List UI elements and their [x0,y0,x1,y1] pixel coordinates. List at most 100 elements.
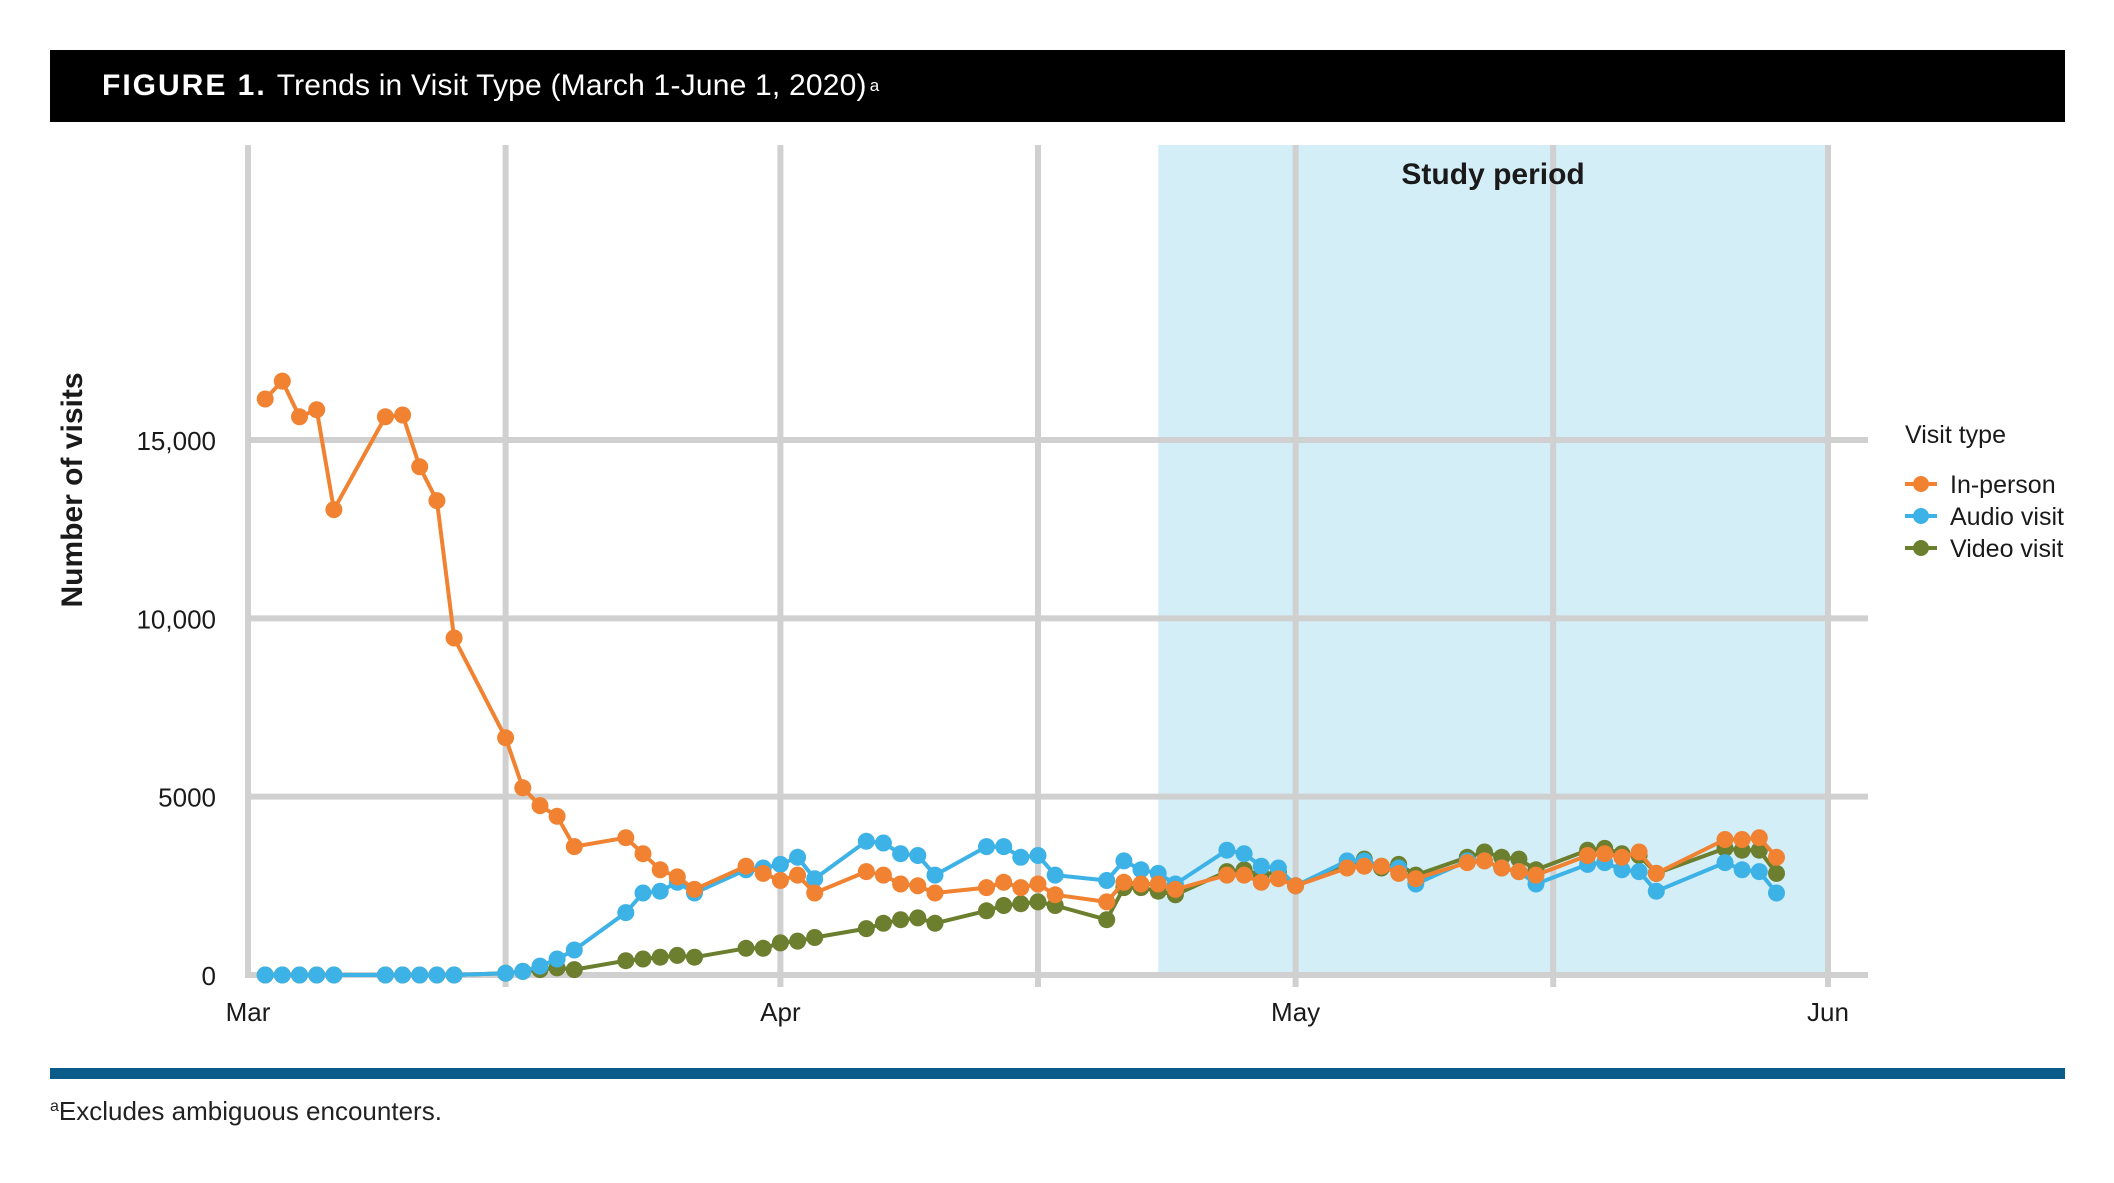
legend-marker [1913,540,1929,556]
data-point [1269,870,1287,888]
data-point [995,897,1013,914]
data-point [806,929,824,946]
legend: Visit type In-person Audio visit Video vis… [1905,421,2064,563]
data-point [686,880,703,898]
data-point [1733,861,1751,879]
data-point [325,501,343,519]
data-point [1458,854,1476,872]
data-point [428,966,446,984]
figure-title-superscript: a [869,76,880,95]
data-point [909,847,927,864]
legend-label: Audio visit [1950,503,2064,531]
legend-item: Video visit [1905,535,2064,563]
data-point [857,832,875,850]
data-point [1647,864,1665,882]
data-point [445,629,463,647]
data-point [1390,864,1408,882]
data-point [892,911,910,929]
data-point [1235,845,1253,863]
data-point [617,904,635,922]
data-point [565,961,583,979]
data-point [617,952,635,970]
data-point [1029,875,1047,893]
data-point [651,882,669,900]
data-point [634,845,652,863]
data-point [1287,877,1305,895]
data-point [531,957,549,975]
data-point [1132,875,1150,893]
data-point [1630,863,1648,881]
data-point [909,909,927,927]
data-point [978,838,995,856]
data-point [1579,847,1597,864]
data-point [531,797,549,815]
data-point [668,946,686,964]
x-tick-label: Mar [226,997,271,1027]
legend-item: Audio visit [1905,503,2064,531]
data-point [1149,875,1167,893]
data-point [1012,848,1030,866]
data-point [909,877,927,895]
axis-labels: 0 5000 10,000 15,000 Mar Apr May Jun [136,426,1848,1027]
series-layer [256,372,1785,984]
data-point [1115,873,1133,891]
data-point [874,834,892,852]
footnote: aExcludes ambiguous encounters. [50,1096,442,1127]
data-point [256,390,274,408]
data-point [445,966,463,984]
data-point [1510,863,1528,881]
legend-label: Video visit [1950,535,2064,563]
data-point [806,870,824,888]
data-point [428,492,446,510]
data-point [995,873,1013,891]
legend-marker [1913,508,1929,524]
data-point [634,950,652,968]
data-point [789,848,807,866]
legend-item: In-person [1905,471,2056,499]
data-point [1098,911,1116,929]
data-point [754,939,772,957]
data-point [1733,831,1751,848]
data-point [1373,857,1390,875]
data-point [1510,850,1528,868]
data-point [1012,879,1030,897]
data-point [789,866,807,884]
data-point [394,966,412,984]
data-point [1476,852,1493,870]
data-point [1596,845,1614,863]
y-tick-label: 0 [202,961,216,991]
data-point [256,966,274,984]
data-point [771,855,789,873]
data-point [1613,861,1631,879]
data-point [1338,859,1356,877]
data-point [1115,852,1133,870]
data-point [1630,843,1648,861]
data-point [514,779,532,797]
data-point [394,406,412,424]
data-point [857,920,875,938]
data-point [1527,866,1545,884]
data-point [789,932,807,950]
data-point [273,372,291,390]
data-point [806,884,824,902]
data-point [651,948,669,966]
data-point [995,838,1013,856]
data-point [565,838,583,856]
data-point [1098,893,1116,911]
figure-title-bar: FIGURE 1. Trends in Visit Type (March 1-… [50,50,2065,122]
figure-title: Trends in Visit Type (March 1-June 1, 20… [276,69,867,102]
data-point [874,866,892,884]
data-point [668,868,686,886]
data-point [1166,880,1184,898]
data-point [1029,847,1047,864]
bottom-rule [50,1068,2065,1079]
data-point [1029,893,1047,911]
data-point [1750,863,1768,881]
data-point [634,884,652,902]
data-point [926,884,944,902]
data-point [926,914,944,932]
data-point [411,966,429,984]
study-period-band [1158,145,1828,975]
data-point [978,879,995,897]
data-point [325,966,343,984]
